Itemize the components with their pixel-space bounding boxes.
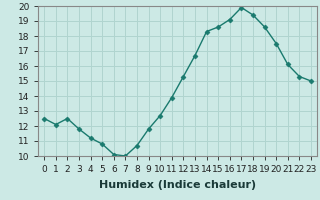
X-axis label: Humidex (Indice chaleur): Humidex (Indice chaleur) xyxy=(99,180,256,190)
